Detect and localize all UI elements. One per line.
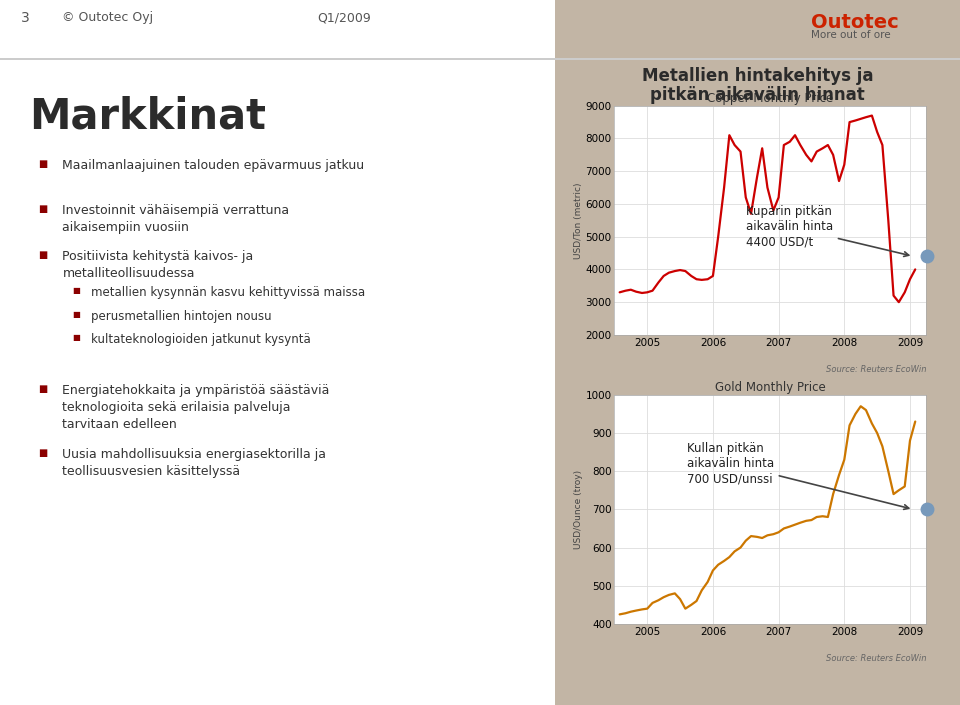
Text: Uusia mahdollisuuksia energiasektorilla ja
teollisuusvesien käsittelyssä: Uusia mahdollisuuksia energiasektorilla … [62,448,326,478]
Text: © Outotec Oyj: © Outotec Oyj [62,11,154,24]
Title: Gold Monthly Price: Gold Monthly Price [715,381,826,393]
Text: Maailmanlaajuinen talouden epävarmuus jatkuu: Maailmanlaajuinen talouden epävarmuus ja… [62,159,365,171]
Text: 3: 3 [21,11,30,25]
Text: Q1/2009: Q1/2009 [317,11,371,24]
Text: Kullan pitkän
aikavälin hinta
700 USD/unssi: Kullan pitkän aikavälin hinta 700 USD/un… [686,442,909,510]
Text: ■: ■ [38,250,48,260]
Text: Outotec: Outotec [811,13,899,32]
Text: ■: ■ [38,384,48,394]
Text: ■: ■ [38,159,48,168]
Text: metallien kysynnän kasvu kehittyvissä maissa: metallien kysynnän kasvu kehittyvissä ma… [91,286,366,298]
Text: Investoinnit vähäisempiä verrattuna
aikaisempiin vuosiin: Investoinnit vähäisempiä verrattuna aika… [62,204,290,235]
Text: More out of ore: More out of ore [811,30,891,39]
Text: Kuparin pitkän
aikavälin hinta
4400 USD/t: Kuparin pitkän aikavälin hinta 4400 USD/… [746,205,909,257]
Text: ■: ■ [72,310,80,319]
Text: Energiatehokkaita ja ympäristöä säästäviä
teknologioita sekä erilaisia palveluja: Energiatehokkaita ja ympäristöä säästävi… [62,384,330,431]
Y-axis label: USD/Ounce (troy): USD/Ounce (troy) [574,470,583,549]
Text: Positiivista kehitystä kaivos- ja
metalliteollisuudessa: Positiivista kehitystä kaivos- ja metall… [62,250,253,281]
Y-axis label: USD/Ton (metric): USD/Ton (metric) [574,182,583,259]
Text: ■: ■ [72,286,80,295]
Text: kultateknologioiden jatkunut kysyntä: kultateknologioiden jatkunut kysyntä [91,333,311,346]
Text: Source: Reuters EcoWin: Source: Reuters EcoWin [826,364,926,374]
Text: Markkinat: Markkinat [29,95,266,137]
Text: perusmetallien hintojen nousu: perusmetallien hintojen nousu [91,310,272,323]
Text: ■: ■ [38,204,48,214]
Text: ■: ■ [38,448,48,458]
Title: Copper Monthly Price: Copper Monthly Price [708,92,833,104]
Text: pitkän aikavälin hinnat: pitkän aikavälin hinnat [650,86,865,104]
Text: Metallien hintakehitys ja: Metallien hintakehitys ja [641,67,874,85]
Text: ■: ■ [72,333,80,343]
Text: Source: Reuters EcoWin: Source: Reuters EcoWin [826,654,926,663]
